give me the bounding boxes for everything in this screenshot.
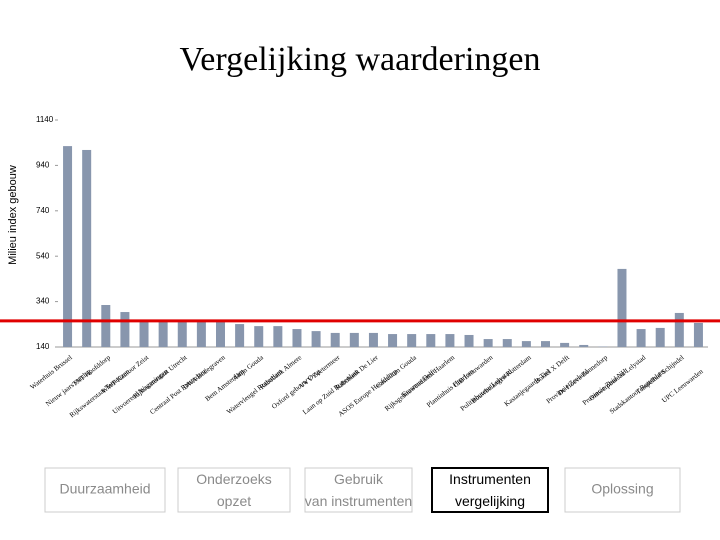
bar xyxy=(254,326,264,347)
bar xyxy=(655,327,665,347)
bar xyxy=(330,332,340,347)
tab-label[interactable]: Oplossing xyxy=(591,481,653,497)
x-tick-label: Altijn Gouda xyxy=(231,353,266,382)
y-tick-label: 740 xyxy=(36,206,50,215)
bar xyxy=(560,342,570,347)
bar xyxy=(426,334,436,347)
tab-box[interactable] xyxy=(564,467,681,513)
bar xyxy=(636,329,646,347)
x-tick-label: Rijksgebouwendienst Haarlem xyxy=(383,353,456,413)
y-tick-label: 940 xyxy=(36,161,50,170)
tab-box[interactable] xyxy=(304,467,413,513)
bar xyxy=(292,329,302,347)
bar xyxy=(368,332,378,347)
bar xyxy=(196,322,206,347)
bar xyxy=(693,322,703,347)
chart-title: Vergelijking waarderingen xyxy=(180,41,541,78)
bar xyxy=(674,312,684,347)
bar xyxy=(235,324,245,347)
nav-tab[interactable]: Onderzoeks opzet xyxy=(177,467,291,513)
bar xyxy=(521,341,531,347)
y-tick-label: 1140 xyxy=(36,115,54,124)
bar xyxy=(177,322,187,347)
tab-label[interactable]: Gebruik van instrumenten xyxy=(305,471,412,509)
bar xyxy=(158,322,168,347)
bar xyxy=(464,334,474,347)
tab-label-line[interactable]: Instrumenten xyxy=(449,471,531,487)
x-tick-label: Boxtel X Delft xyxy=(533,354,571,386)
y-tick-label: 140 xyxy=(36,342,50,351)
bar xyxy=(502,339,512,347)
bar xyxy=(311,331,321,347)
bar xyxy=(483,339,493,347)
bar xyxy=(82,149,92,347)
bar xyxy=(273,326,283,347)
tab-label-line[interactable]: opzet xyxy=(217,493,251,509)
tab-label[interactable]: Instrumenten vergelijking xyxy=(449,471,531,509)
bar xyxy=(120,312,130,347)
tab-label-line[interactable]: van instrumenten xyxy=(305,493,412,509)
bar xyxy=(407,334,417,347)
tab-label-line[interactable]: vergelijking xyxy=(455,493,525,509)
bar xyxy=(541,341,550,347)
nav-tab[interactable]: Duurzaamheid xyxy=(44,467,166,513)
bar xyxy=(445,334,455,347)
y-tick-label: 540 xyxy=(36,251,50,260)
y-tick-label: 340 xyxy=(36,297,50,306)
nav-tab[interactable]: Oplossing xyxy=(564,467,681,513)
bar xyxy=(63,146,73,347)
tab-label-line[interactable]: Onderzoeks xyxy=(196,471,271,487)
tab-label[interactable]: Onderzoeks opzet xyxy=(196,471,271,509)
tab-box[interactable] xyxy=(44,467,166,513)
tab-box[interactable] xyxy=(431,467,549,513)
tab-label[interactable]: Duurzaamheid xyxy=(59,481,150,497)
bar xyxy=(579,344,589,347)
y-axis-title: Milieu index gebouw xyxy=(7,165,19,265)
nav-tab[interactable]: Instrumenten vergelijking xyxy=(431,467,549,513)
bar xyxy=(101,305,111,347)
bar xyxy=(349,332,359,347)
bar xyxy=(617,268,627,347)
bar xyxy=(388,334,398,347)
nav-tab[interactable]: Gebruik van instrumenten xyxy=(304,467,413,513)
tab-box[interactable] xyxy=(177,467,291,513)
tab-label-line[interactable]: Gebruik xyxy=(334,471,384,487)
bar xyxy=(216,322,225,347)
bar xyxy=(139,322,149,347)
